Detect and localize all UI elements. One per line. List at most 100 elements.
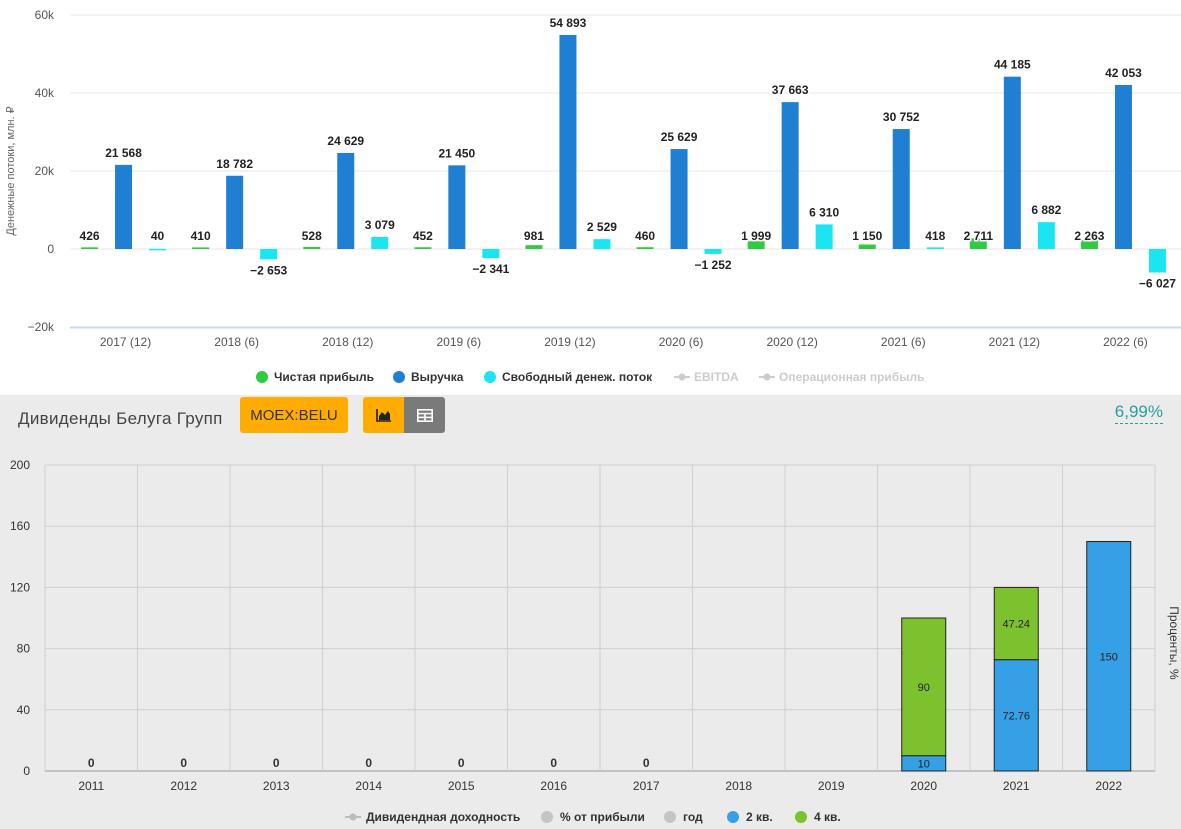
- legend-marker: [393, 371, 405, 383]
- x-tick-label: 2020: [910, 779, 937, 793]
- data-label: 2 711: [964, 229, 994, 243]
- data-label: 1 999: [741, 229, 771, 243]
- x-tick-label: 2021: [1003, 779, 1030, 793]
- table-view-button[interactable]: [404, 397, 445, 433]
- legend-label-ebitda: EBITDA: [694, 370, 739, 384]
- bar-свободный-денеж-поток: [149, 248, 167, 251]
- dividend-yield-link[interactable]: 6,99%: [1114, 402, 1163, 424]
- data-label: 2 529: [587, 220, 617, 234]
- legend-label-свободный-денеж-поток: Свободный денеж. поток: [502, 370, 653, 384]
- bar-свободный-денеж-поток: [593, 239, 611, 249]
- data-label: 42 053: [1105, 66, 1142, 80]
- data-label: 426: [80, 229, 100, 243]
- data-label: 54 893: [550, 16, 587, 30]
- legend-label-2-кв: 2 кв.: [746, 810, 773, 824]
- y-tick-label: 80: [17, 642, 31, 656]
- data-label: 0: [550, 756, 557, 770]
- bar-свободный-денеж-поток: [815, 224, 833, 249]
- bar-чистая-прибыль: [414, 247, 432, 249]
- data-label: 460: [635, 229, 655, 243]
- legend-marker: [484, 371, 496, 383]
- right-axis-label: Проценты, %: [1167, 606, 1181, 680]
- data-label: 18 782: [216, 157, 253, 171]
- bar-чистая-прибыль: [303, 246, 321, 249]
- data-label: 21 450: [438, 146, 475, 160]
- dividends-title: Дивиденды Белуга Групп: [18, 409, 223, 428]
- data-label: 1 150: [852, 229, 882, 243]
- x-tick-label: 2017 (12): [100, 335, 151, 349]
- x-tick-label: 2020 (12): [766, 335, 817, 349]
- legend-marker: [727, 811, 739, 823]
- legend-label-выручка: Выручка: [411, 370, 464, 384]
- data-label: −1 252: [695, 258, 732, 272]
- bar-2-кв: [993, 659, 1039, 772]
- legend-label-операционная-прибыль: Операционная прибыль: [779, 370, 924, 384]
- legend-label-чистая-прибыль: Чистая прибыль: [274, 370, 374, 384]
- data-label: 0: [273, 756, 280, 770]
- x-tick-label: 2014: [355, 779, 382, 793]
- x-tick-label: 2018 (6): [214, 335, 259, 349]
- bar-2-кв: [901, 755, 947, 772]
- data-label: 44 185: [994, 58, 1031, 72]
- x-tick-label: 2013: [263, 779, 290, 793]
- bar-свободный-денеж-поток: [926, 247, 944, 249]
- x-tick-label: 2019 (12): [544, 335, 595, 349]
- data-label: 0: [180, 756, 187, 770]
- x-tick-label: 2012: [170, 779, 197, 793]
- x-tick-label: 2022: [1095, 779, 1122, 793]
- x-tick-label: 2020 (6): [659, 335, 704, 349]
- table-icon: [416, 408, 433, 422]
- bar-чистая-прибыль: [636, 247, 654, 249]
- cash-flow-chart-svg: −20k 0 20k 40k 60k Денежные потоки, млн. ₽ 201…: [5, 8, 1181, 384]
- data-label: 0: [88, 756, 95, 770]
- bar-4-кв: [901, 617, 947, 757]
- y-tick-label: 40: [17, 703, 31, 717]
- data-label: 452: [413, 229, 433, 243]
- legend-marker: [256, 371, 268, 383]
- bar-свободный-денеж-поток: [260, 249, 278, 260]
- bar-выручка: [448, 165, 466, 249]
- x-tick-label: 2021 (12): [989, 335, 1040, 349]
- data-label: 40: [151, 229, 165, 243]
- data-label: 47.24: [1002, 619, 1030, 631]
- data-label: 10: [918, 758, 930, 770]
- dividends-panel: Дивиденды Белуга Групп MOEX:BELU 6,99% 0…: [0, 395, 1181, 829]
- data-label: 3 079: [365, 218, 395, 232]
- bar-выручка: [670, 149, 688, 249]
- y-tick-label: 200: [10, 458, 30, 472]
- bar-выручка: [559, 34, 577, 250]
- data-label: −2 653: [250, 263, 287, 277]
- ticker-button[interactable]: MOEX:BELU: [240, 397, 348, 433]
- bar-выручка: [337, 152, 355, 249]
- data-label: 0: [365, 756, 372, 770]
- bar-свободный-денеж-поток: [1148, 249, 1166, 273]
- legend-label-4-кв: 4 кв.: [814, 810, 841, 824]
- data-label: 72.76: [1002, 710, 1030, 722]
- area-chart-icon: [375, 409, 391, 422]
- bar-выручка: [115, 164, 133, 249]
- bar-свободный-денеж-поток: [371, 236, 389, 249]
- legend-label-год: год: [683, 810, 703, 824]
- dividends-chart-svg: 0 40 80 120 160 200 Проценты, % 2011 0 2012 0 2013 0…: [10, 458, 1181, 824]
- legend-marker: [795, 811, 807, 823]
- x-tick-label: 2017: [633, 779, 660, 793]
- legend-marker: [541, 811, 553, 823]
- legend-label-дивидендная-доходность: Дивидендная доходность: [366, 810, 520, 824]
- bar-выручка: [1003, 76, 1021, 249]
- data-label: 24 629: [327, 134, 364, 148]
- x-tick-label: 2016: [540, 779, 567, 793]
- bar-выручка: [781, 102, 799, 249]
- x-tick-label: 2018: [725, 779, 752, 793]
- x-tick-label: 2015: [448, 779, 475, 793]
- data-label: 0: [643, 756, 650, 770]
- bar-выручка: [892, 129, 910, 249]
- bar-чистая-прибыль: [81, 247, 99, 249]
- data-label: 21 568: [105, 146, 142, 160]
- legend-marker: [763, 373, 771, 381]
- bar-свободный-денеж-поток: [704, 249, 722, 254]
- data-label: 30 752: [883, 110, 920, 124]
- bar-чистая-прибыль: [858, 244, 876, 249]
- y-tick-label: 160: [10, 519, 30, 533]
- chart-view-button[interactable]: [363, 397, 404, 433]
- data-label: 90: [918, 682, 930, 694]
